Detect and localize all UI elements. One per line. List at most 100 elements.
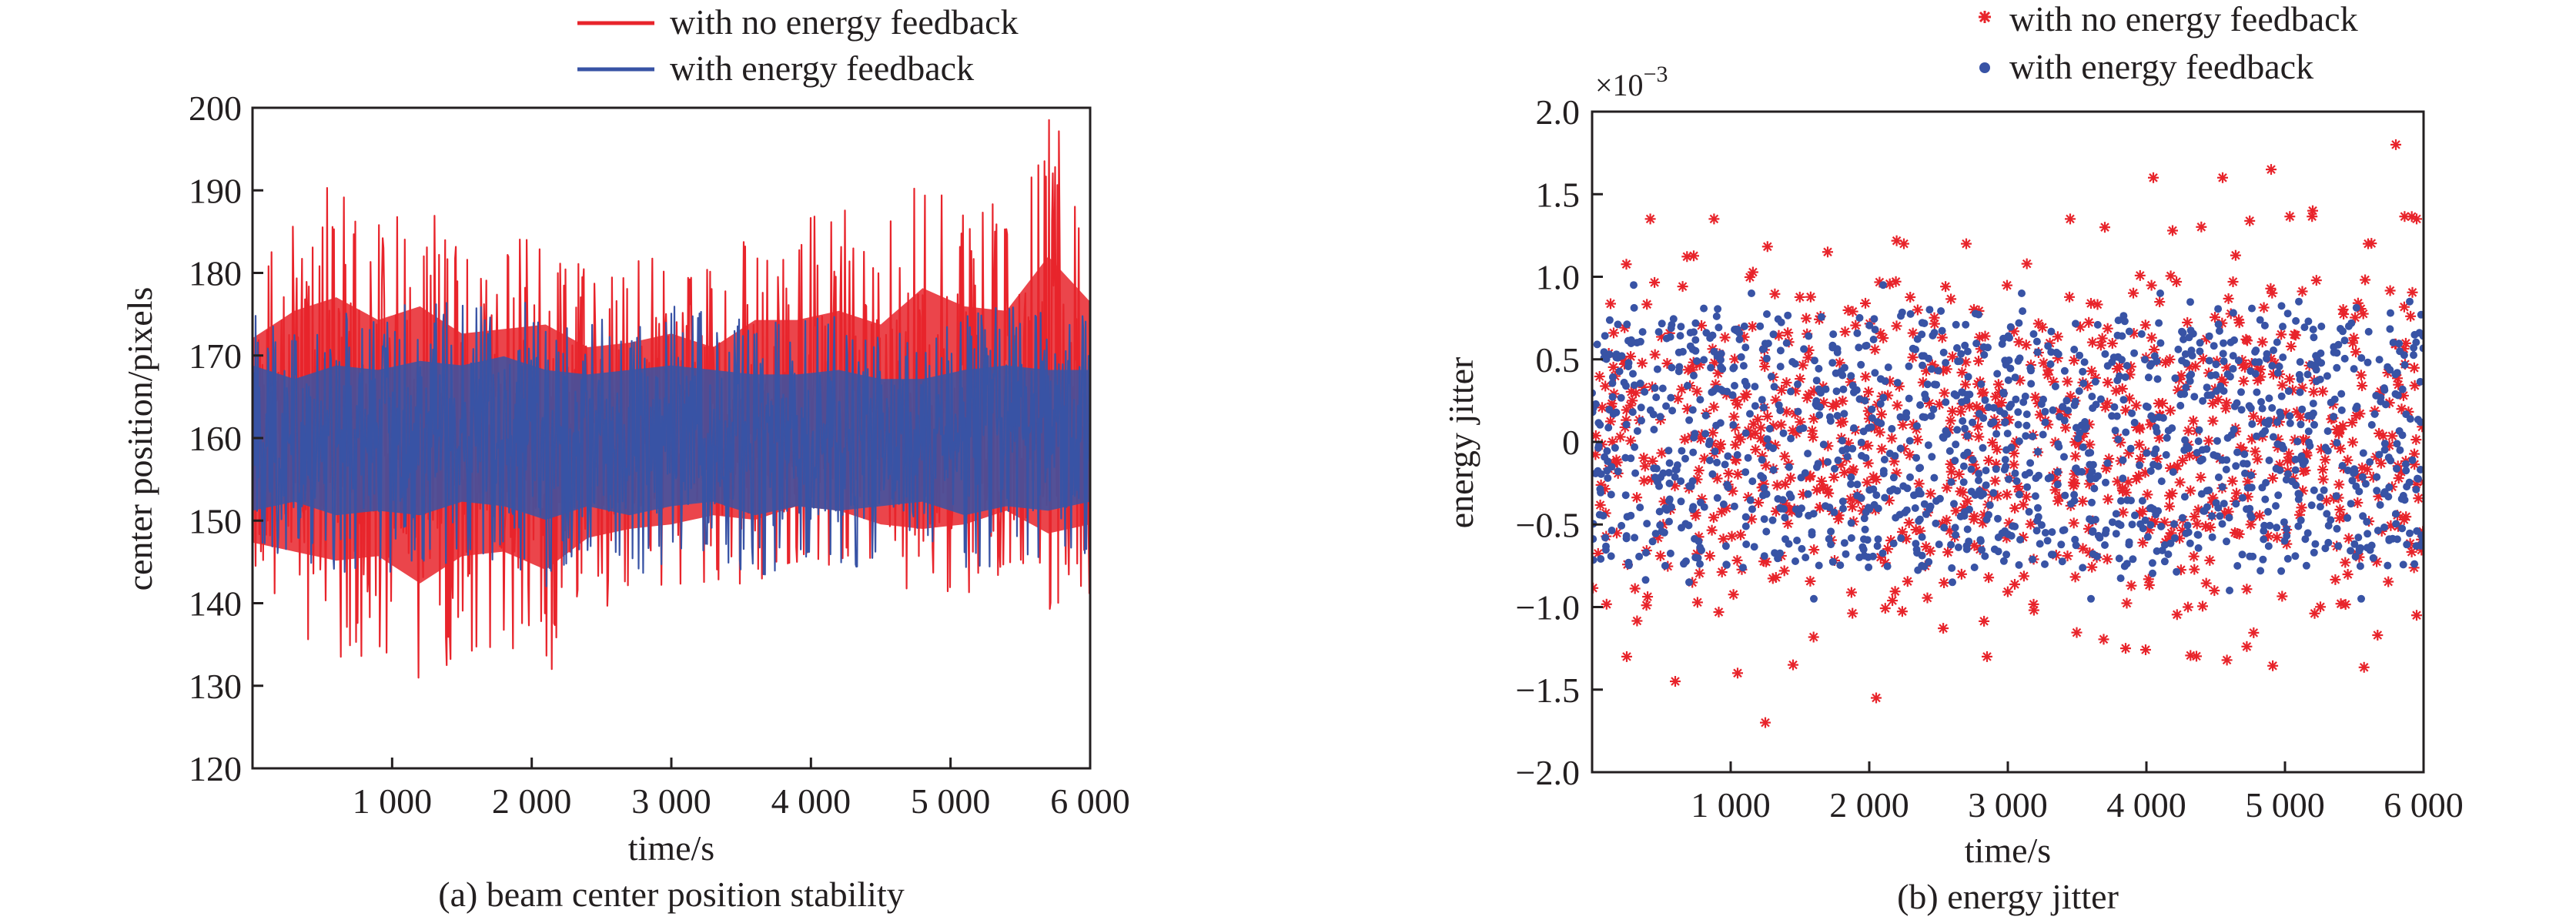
point-no-feedback — [2357, 308, 2369, 319]
point-feedback — [1857, 438, 1865, 447]
point-feedback — [2034, 503, 2042, 512]
point-feedback — [1912, 545, 1921, 554]
point-no-feedback — [2177, 455, 2189, 466]
point-no-feedback — [1708, 512, 1719, 524]
point-feedback — [1804, 450, 1812, 458]
point-feedback — [2214, 320, 2223, 329]
point-feedback — [1623, 513, 1631, 521]
point-feedback — [1870, 315, 1878, 323]
point-feedback — [2219, 350, 2227, 358]
point-no-feedback — [2121, 597, 2133, 609]
point-no-feedback — [1848, 463, 1859, 475]
point-feedback — [1832, 369, 1840, 377]
point-no-feedback — [1986, 437, 1998, 448]
point-feedback — [1748, 505, 1756, 514]
point-no-feedback — [2238, 376, 2250, 386]
point-no-feedback — [2009, 579, 2020, 590]
point-no-feedback — [1904, 449, 1915, 460]
point-no-feedback — [1723, 468, 1735, 479]
point-no-feedback — [1694, 567, 1705, 579]
point-feedback — [2072, 319, 2079, 328]
point-feedback — [2307, 412, 2316, 420]
point-feedback — [1746, 410, 1754, 418]
y-tick-label: 140 — [189, 584, 242, 624]
y-tick-label: −1.5 — [1516, 671, 1580, 710]
point-no-feedback — [2134, 269, 2146, 281]
point-no-feedback — [2009, 447, 2020, 459]
point-no-feedback — [2102, 397, 2113, 409]
point-feedback — [1925, 306, 1934, 314]
point-feedback — [1756, 322, 1765, 330]
point-feedback — [1920, 319, 1929, 327]
point-feedback — [1840, 539, 1848, 547]
point-no-feedback — [1929, 318, 1940, 330]
y-tick-label: 0 — [1562, 423, 1580, 462]
point-no-feedback — [1936, 332, 1948, 343]
point-feedback — [2375, 450, 2384, 459]
point-feedback — [2128, 409, 2136, 417]
point-feedback — [1636, 503, 1644, 512]
point-feedback — [1838, 437, 1846, 445]
point-feedback — [1923, 380, 1932, 389]
point-no-feedback — [2025, 518, 2036, 530]
point-feedback — [2396, 347, 2404, 356]
point-no-feedback — [2226, 475, 2238, 487]
point-feedback — [2187, 370, 2196, 379]
point-feedback — [2123, 362, 2131, 370]
point-feedback — [1618, 521, 1626, 530]
point-feedback — [1810, 594, 1818, 603]
point-feedback — [2283, 554, 2292, 563]
point-feedback — [2270, 346, 2277, 354]
point-feedback — [2003, 430, 2012, 438]
point-feedback — [1889, 540, 1898, 547]
point-feedback — [1950, 500, 1958, 508]
point-feedback — [2380, 524, 2388, 531]
point-feedback — [2369, 554, 2377, 562]
point-no-feedback — [2230, 527, 2240, 538]
point-feedback — [1979, 443, 1987, 452]
point-feedback — [1910, 491, 1918, 500]
point-no-feedback — [2095, 340, 2106, 351]
point-feedback — [1798, 544, 1806, 553]
point-feedback — [2194, 437, 2203, 446]
point-feedback — [2001, 456, 2009, 464]
point-no-feedback — [2068, 517, 2079, 529]
point-feedback — [1916, 401, 1925, 410]
point-feedback — [2128, 520, 2136, 529]
point-feedback — [1665, 517, 1673, 526]
point-no-feedback — [2182, 316, 2193, 328]
point-feedback — [2156, 339, 2165, 347]
point-feedback — [1865, 321, 1874, 330]
point-feedback — [2226, 338, 2235, 346]
point-feedback — [2011, 522, 2019, 530]
point-feedback — [2072, 423, 2080, 432]
point-feedback — [1701, 411, 1710, 420]
point-no-feedback — [2188, 550, 2200, 562]
point-feedback — [2087, 594, 2095, 603]
point-feedback — [1902, 409, 1911, 417]
point-feedback — [2309, 400, 2317, 408]
point-feedback — [2333, 524, 2341, 533]
x-tick-label: 2 000 — [492, 781, 572, 821]
point-no-feedback — [2296, 502, 2307, 514]
point-no-feedback — [1845, 587, 1857, 598]
point-feedback — [2002, 550, 2011, 559]
point-feedback — [1758, 456, 1766, 464]
point-no-feedback — [1806, 425, 1818, 437]
point-feedback — [2350, 365, 2358, 373]
point-no-feedback — [2347, 337, 2359, 349]
point-feedback — [2031, 492, 2039, 500]
point-feedback — [1793, 537, 1802, 544]
point-feedback — [1733, 450, 1741, 459]
point-feedback — [1930, 329, 1939, 337]
point-feedback — [2300, 323, 2309, 332]
point-no-feedback — [1752, 413, 1764, 425]
point-no-feedback — [2334, 504, 2346, 515]
point-feedback — [1952, 440, 1960, 449]
point-no-feedback — [2203, 435, 2214, 447]
point-feedback — [2174, 345, 2183, 353]
point-feedback — [1691, 534, 1699, 543]
point-no-feedback — [1681, 251, 1693, 263]
point-feedback — [1874, 535, 1882, 544]
point-no-feedback — [2384, 397, 2395, 409]
